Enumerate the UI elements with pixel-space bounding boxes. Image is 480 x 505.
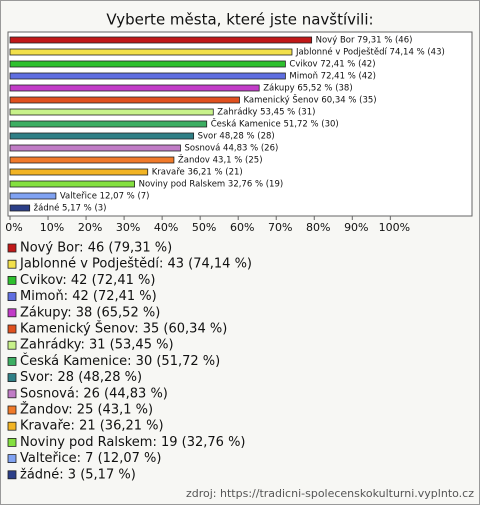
x-tick-label: 90% bbox=[344, 221, 368, 234]
legend-label: žádné: 3 (5,17 %) bbox=[20, 467, 136, 482]
legend-swatch bbox=[7, 275, 17, 285]
x-tick-label: 50% bbox=[192, 221, 216, 234]
legend-swatch bbox=[7, 340, 17, 350]
legend-swatch bbox=[7, 324, 17, 334]
bar bbox=[9, 84, 260, 92]
bar bbox=[9, 120, 208, 128]
legend-swatch bbox=[7, 421, 17, 431]
legend-swatch bbox=[7, 454, 17, 464]
legend-swatch bbox=[7, 389, 17, 399]
legend-label: Žandov: 25 (43,1 %) bbox=[20, 402, 153, 418]
data-label: Nový Bor 79,31 % (46) bbox=[316, 36, 413, 46]
data-label: Cvikov 72,41 % (42) bbox=[289, 60, 375, 70]
legend-label: Kamenický Šenov: 35 (60,34 %) bbox=[20, 321, 227, 337]
legend-label: Noviny pod Ralskem: 19 (32,76 %) bbox=[20, 435, 246, 450]
legend-swatch bbox=[7, 373, 17, 383]
legend-swatch bbox=[7, 437, 17, 447]
bar bbox=[9, 96, 240, 104]
legend-label: Nový Bor: 46 (79,31 %) bbox=[20, 241, 172, 256]
x-tick-label: 40% bbox=[154, 221, 178, 234]
data-label: Zahrádky 53,45 % (31) bbox=[217, 108, 315, 118]
legend-swatch bbox=[7, 259, 17, 269]
legend-swatch bbox=[7, 405, 17, 415]
source: zdroj: https://tradicni-spolecenskokultu… bbox=[186, 487, 474, 500]
x-tick-label: 30% bbox=[116, 221, 140, 234]
legend-swatch bbox=[7, 356, 17, 366]
bar bbox=[9, 156, 175, 164]
data-label: Mimoň 72,41 % (42) bbox=[289, 71, 376, 82]
legend-swatch bbox=[7, 308, 17, 318]
legend-label: Česká Kamenice: 30 (51,72 %) bbox=[20, 353, 220, 369]
data-label: Kravaře 36,21 % (21) bbox=[152, 168, 243, 178]
data-label: Kamenický Šenov 60,34 % (35) bbox=[243, 94, 376, 106]
legend-label: Kravaře: 21 (36,21 %) bbox=[20, 419, 164, 434]
legend-label: Svor: 28 (48,28 %) bbox=[20, 370, 142, 385]
x-tick-label: 70% bbox=[268, 221, 292, 234]
data-label: Sosnová 44,83 % (26) bbox=[185, 144, 279, 154]
bar bbox=[9, 60, 286, 68]
data-label: Valteřice 12,07 % (7) bbox=[60, 192, 150, 202]
x-tick-label: 0% bbox=[5, 221, 22, 234]
x-tick-label: 80% bbox=[306, 221, 330, 234]
bar bbox=[9, 192, 57, 200]
legend-swatch bbox=[7, 292, 17, 302]
data-label: Žandov 43,1 % (25) bbox=[178, 154, 263, 166]
bar bbox=[9, 132, 195, 140]
x-tick-label: 10% bbox=[40, 221, 64, 234]
legend-label: Valteřice: 7 (12,07 %) bbox=[20, 451, 161, 466]
bar bbox=[9, 204, 31, 212]
data-label: Jablonné v Podještědí 74,14 % (43) bbox=[295, 47, 445, 58]
data-label: žádné 5,17 % (3) bbox=[34, 203, 107, 214]
legend-label: Jablonné v Podještědí: 43 (74,14 %) bbox=[19, 257, 252, 272]
bar bbox=[9, 168, 149, 176]
legend-label: Zahrádky: 31 (53,45 %) bbox=[20, 338, 174, 353]
data-label: Česká Kamenice 51,72 % (30) bbox=[211, 118, 339, 130]
chart-title: Vyberte města, které jste navštívili: bbox=[106, 11, 373, 29]
bar bbox=[9, 144, 181, 152]
bar bbox=[9, 180, 135, 188]
bar bbox=[9, 48, 293, 56]
x-tick-label: 100% bbox=[379, 221, 410, 234]
legend-label: Mimoň: 42 (72,41 %) bbox=[20, 289, 157, 304]
legend-swatch bbox=[7, 243, 17, 253]
x-tick-label: 60% bbox=[230, 221, 254, 234]
legend-swatch bbox=[7, 470, 17, 480]
legend-label: Sosnová: 26 (44,83 %) bbox=[20, 386, 168, 401]
data-label: Svor 48,28 % (28) bbox=[198, 132, 275, 142]
bar bbox=[9, 108, 214, 116]
legend-label: Zákupy: 38 (65,52 %) bbox=[20, 305, 160, 320]
data-label: Zákupy 65,52 % (38) bbox=[263, 84, 352, 94]
legend-label: Cvikov: 42 (72,41 %) bbox=[20, 273, 155, 288]
x-tick-label: 20% bbox=[78, 221, 102, 234]
bar bbox=[9, 36, 313, 44]
bar bbox=[9, 72, 286, 80]
data-label: Noviny pod Ralskem 32,76 % (19) bbox=[139, 180, 284, 190]
